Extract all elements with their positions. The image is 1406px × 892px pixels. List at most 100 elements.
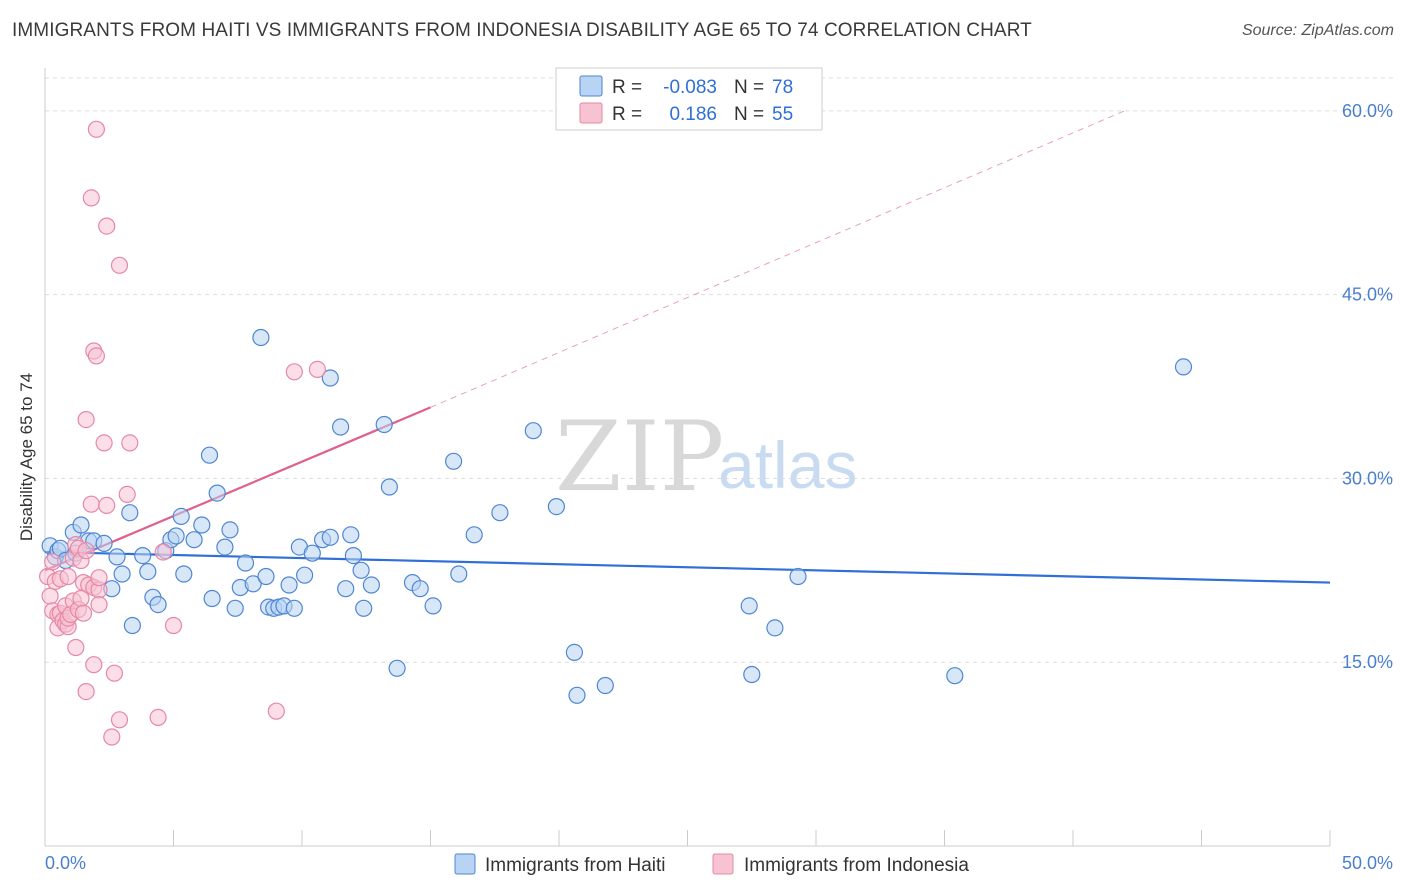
point-indonesia-31 xyxy=(82,189,100,207)
point-haiti-12 xyxy=(108,548,126,566)
point-haiti-15 xyxy=(123,616,141,635)
point-haiti-22 xyxy=(167,527,185,545)
point-haiti-73 xyxy=(743,665,761,684)
point-indonesia-1 xyxy=(41,587,59,605)
point-haiti-13 xyxy=(113,565,131,583)
point-indonesia-35 xyxy=(87,120,106,138)
point-indonesia-36 xyxy=(87,347,106,365)
point-haiti-10 xyxy=(95,534,113,553)
point-indonesia-26 xyxy=(77,542,95,560)
point-haiti-35 xyxy=(244,575,262,593)
point-haiti-27 xyxy=(200,446,219,464)
point-haiti-28 xyxy=(203,589,221,608)
point-indonesia-43 xyxy=(103,728,121,746)
legend-swatch-haiti xyxy=(579,75,603,97)
point-indonesia-52 xyxy=(267,702,285,720)
point-haiti-69 xyxy=(565,643,584,662)
point-indonesia-54 xyxy=(308,360,326,378)
point-haiti-14 xyxy=(121,504,139,522)
point-haiti-37 xyxy=(257,567,275,586)
y-tick-label-15: 15.0% xyxy=(1342,652,1393,672)
legend-n-label-indonesia: N = xyxy=(734,104,764,125)
trend-line-haiti xyxy=(44,550,1331,584)
point-indonesia-28 xyxy=(77,411,95,429)
point-haiti-19 xyxy=(149,595,167,614)
point-haiti-64 xyxy=(450,565,468,583)
bottom-legend-swatch-indonesia xyxy=(712,853,734,875)
point-haiti-57 xyxy=(375,415,393,434)
point-indonesia-50 xyxy=(154,543,172,561)
chart-title: IMMIGRANTS FROM HAITI VS IMMIGRANTS FROM… xyxy=(12,20,1032,41)
point-haiti-42 xyxy=(280,576,298,594)
point-haiti-52 xyxy=(342,526,360,544)
point-indonesia-19 xyxy=(67,638,85,657)
point-haiti-31 xyxy=(221,521,239,539)
point-haiti-17 xyxy=(139,562,157,581)
point-haiti-50 xyxy=(332,418,350,436)
point-indonesia-24 xyxy=(74,604,93,622)
point-indonesia-39 xyxy=(90,569,108,587)
point-haiti-61 xyxy=(411,580,429,598)
x-axis-ticks xyxy=(44,830,1331,846)
point-indonesia-47 xyxy=(118,485,136,503)
point-haiti-75 xyxy=(789,567,807,586)
point-indonesia-51 xyxy=(164,616,183,635)
point-indonesia-45 xyxy=(110,711,129,729)
point-indonesia-41 xyxy=(98,496,116,514)
point-haiti-56 xyxy=(362,576,380,594)
legend-r-label-indonesia: R = xyxy=(612,104,642,125)
point-haiti-51 xyxy=(337,580,355,598)
x-tick-label-max: 50.0% xyxy=(1342,853,1393,873)
point-haiti-32 xyxy=(226,599,244,617)
point-haiti-71 xyxy=(596,676,614,695)
legend-swatch-indonesia xyxy=(579,102,603,124)
point-haiti-76 xyxy=(946,667,964,685)
point-haiti-67 xyxy=(524,422,542,440)
point-indonesia-27 xyxy=(77,682,95,701)
legend-n-label-haiti: N = xyxy=(734,77,764,98)
point-haiti-70 xyxy=(568,686,586,704)
point-haiti-49 xyxy=(321,369,339,387)
y-axis-tick-labels: 15.0% 30.0% 45.0% 60.0% xyxy=(1342,101,1393,672)
point-indonesia-30 xyxy=(82,495,100,513)
point-haiti-54 xyxy=(352,561,370,579)
point-haiti-55 xyxy=(355,599,373,617)
point-haiti-7 xyxy=(72,516,90,534)
chart-source: Source: ZipAtlas.com xyxy=(1241,22,1394,39)
watermark-zip: ZIP xyxy=(555,401,724,513)
point-haiti-16 xyxy=(134,546,152,565)
y-tick-label-30: 30.0% xyxy=(1342,468,1393,488)
point-indonesia-49 xyxy=(149,708,167,727)
point-haiti-24 xyxy=(175,565,193,583)
point-indonesia-42 xyxy=(98,217,116,235)
point-indonesia-53 xyxy=(285,363,303,381)
point-haiti-34 xyxy=(236,554,255,572)
bottom-legend-label-indonesia: Immigrants from Indonesia xyxy=(744,855,969,876)
bottom-legend-label-haiti: Immigrants from Haiti xyxy=(485,855,666,876)
legend-r-value-indonesia: 0.186 xyxy=(669,104,717,125)
point-haiti-30 xyxy=(216,538,234,556)
point-haiti-74 xyxy=(766,619,784,637)
data-points xyxy=(38,120,1193,746)
point-haiti-26 xyxy=(193,516,211,534)
point-indonesia-44 xyxy=(105,664,124,682)
point-indonesia-32 xyxy=(85,656,103,674)
legend-n-value-indonesia: 55 xyxy=(772,104,793,125)
point-haiti-77 xyxy=(1174,358,1193,376)
watermark: ZIP atlas xyxy=(555,401,857,513)
point-haiti-62 xyxy=(424,597,442,615)
point-haiti-68 xyxy=(547,498,566,516)
bottom-legend-swatch-haiti xyxy=(454,853,476,875)
point-haiti-25 xyxy=(185,531,203,549)
legend-r-label-haiti: R = xyxy=(612,77,642,98)
legend-r-value-haiti: -0.083 xyxy=(663,77,717,98)
point-haiti-46 xyxy=(303,544,321,562)
x-tick-label-min: 0.0% xyxy=(45,853,86,873)
point-indonesia-2 xyxy=(44,553,62,571)
point-indonesia-46 xyxy=(110,256,129,274)
point-haiti-45 xyxy=(296,566,314,584)
point-indonesia-40 xyxy=(95,434,113,452)
y-tick-label-60: 60.0% xyxy=(1342,101,1393,121)
y-axis-title: Disability Age 65 to 74 xyxy=(17,373,36,541)
